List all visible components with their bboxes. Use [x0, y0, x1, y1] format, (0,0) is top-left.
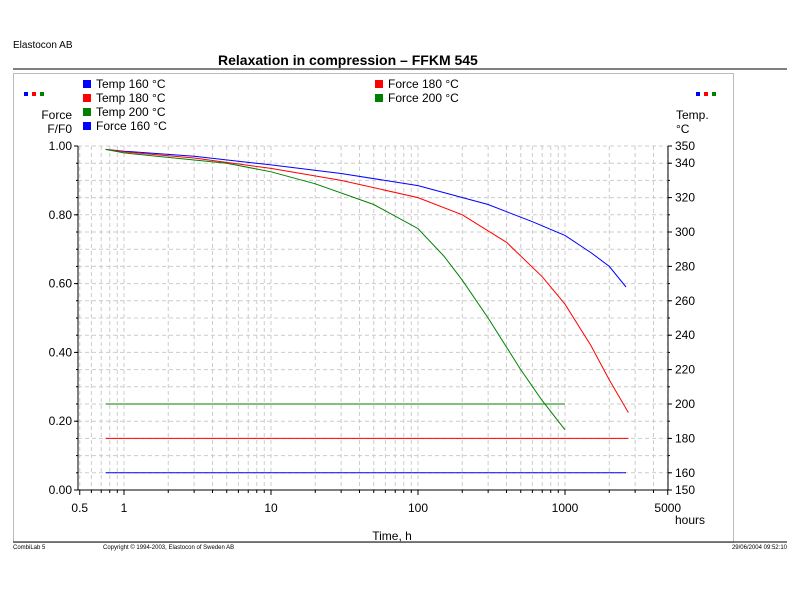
legend-swatch [375, 94, 383, 102]
series-line-force-200-c [105, 148, 566, 431]
left-axis-title: Force [41, 108, 72, 122]
legend-swatch [83, 122, 91, 130]
legend-item: Force 180 °C [375, 77, 459, 91]
right-axis-title: °C [676, 122, 690, 136]
footer-copyright: Copyright © 1994-2003, Elastocon of Swed… [103, 545, 235, 551]
right-tick-label: 180 [675, 431, 695, 445]
right-tick-label: 260 [675, 294, 695, 308]
company-name: Elastocon AB [13, 40, 73, 51]
right-tick-label: 160 [675, 466, 695, 480]
left-tick-label: 0.80 [49, 208, 73, 222]
legend-label: Temp 180 °C [96, 91, 166, 105]
footer-datetime: 29/06/2004 09:52:10 [731, 545, 787, 551]
x-tick-label: 10 [264, 501, 278, 515]
right-tick-label: 240 [675, 328, 695, 342]
left-axis-title: F/F0 [47, 122, 72, 136]
x-tick-label: 100 [408, 501, 428, 515]
left-tick-label: 1.00 [49, 139, 73, 153]
x-tick-label: 0.5 [71, 501, 88, 515]
legend-swatch [375, 80, 383, 88]
legend-label: Force 200 °C [388, 91, 459, 105]
right-tick-label: 300 [675, 225, 695, 239]
x-tick-label: 1000 [552, 501, 579, 515]
series-line-force-160-c [105, 148, 627, 288]
chart-title: Relaxation in compression – FFKM 545 [218, 52, 478, 68]
legend-item: Force 200 °C [375, 91, 459, 105]
right-tick-label: 320 [675, 191, 695, 205]
right-tick-label: 340 [675, 156, 695, 170]
right-tick-label: 350 [675, 139, 695, 153]
series-marker [24, 92, 28, 96]
legend-swatch [83, 108, 91, 116]
series-line-force-180-c [105, 148, 629, 413]
right-tick-label: 280 [675, 259, 695, 273]
legend-swatch [83, 80, 91, 88]
right-tick-label: 150 [675, 483, 695, 497]
left-tick-label: 0.00 [49, 483, 73, 497]
legend-label: Temp 200 °C [96, 105, 166, 119]
left-tick-label: 0.40 [49, 345, 73, 359]
left-tick-label: 0.20 [49, 414, 73, 428]
legend-label: Force 160 °C [96, 119, 167, 133]
legend-item: Temp 200 °C [83, 105, 166, 119]
x-tick-label: 1 [121, 501, 128, 515]
legend-label: Force 180 °C [388, 77, 459, 91]
legend-item: Force 160 °C [83, 119, 167, 133]
right-tick-label: 220 [675, 363, 695, 377]
legend-label: Temp 160 °C [96, 77, 166, 91]
x-tick-label: 5000 [654, 501, 681, 515]
left-tick-label: 0.60 [49, 277, 73, 291]
series-marker [40, 92, 44, 96]
right-tick-label: 200 [675, 397, 695, 411]
right-axis-title: Temp. [676, 108, 709, 122]
series-marker [696, 92, 700, 96]
x-axis-title: Time, h [372, 529, 412, 543]
legend-swatch [83, 94, 91, 102]
x-unit-label: hours [675, 513, 705, 527]
footer-app: CombiLab 5 [13, 545, 46, 551]
legend-item: Temp 180 °C [83, 91, 166, 105]
series-marker [704, 92, 708, 96]
series-marker [712, 92, 716, 96]
series-marker [32, 92, 36, 96]
legend-item: Temp 160 °C [83, 77, 166, 91]
